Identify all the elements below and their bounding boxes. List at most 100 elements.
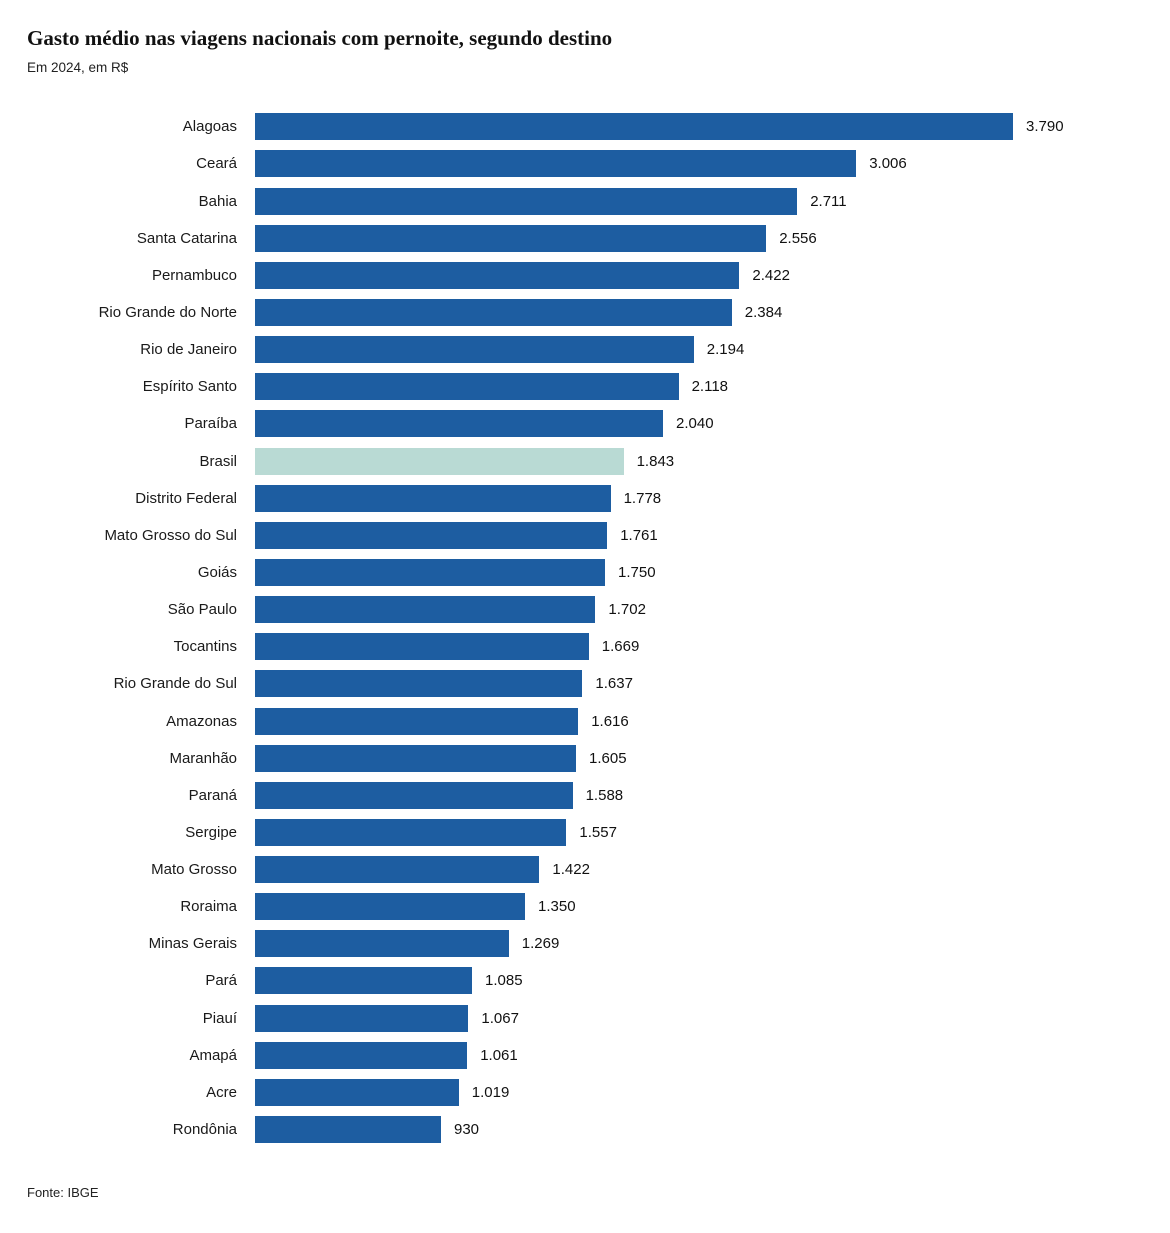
bar-value: 1.616: [591, 712, 629, 730]
bar-value: 1.422: [552, 861, 590, 879]
bar-track: 1.616: [255, 707, 629, 735]
chart-row: Espírito Santo 2.118: [0, 368, 1170, 405]
chart-row: Rondônia 930: [0, 1111, 1170, 1148]
bar-track: 1.422: [255, 856, 590, 884]
bar-track: 1.019: [255, 1078, 510, 1106]
bar-value: 930: [454, 1121, 480, 1139]
chart-row: Rio de Janeiro 2.194: [0, 331, 1170, 368]
bar: [255, 744, 576, 772]
chart-header: Gasto médio nas viagens nacionais com pe…: [0, 0, 1170, 75]
bar-value: 1.702: [608, 601, 646, 619]
bar-track: 1.085: [255, 967, 523, 995]
bar: [255, 633, 589, 661]
bar-label: Alagoas: [182, 118, 237, 136]
bar-value: 1.637: [595, 675, 633, 693]
chart-row: Ceará 3.006: [0, 145, 1170, 182]
bar: [255, 410, 663, 438]
bar-highlight: [255, 447, 624, 475]
bar-value: 1.605: [589, 749, 627, 767]
chart-title: Gasto médio nas viagens nacionais com pe…: [27, 26, 613, 50]
bar-value: 2.194: [706, 341, 745, 359]
bar-value: 1.269: [521, 935, 560, 953]
bar-label: Ceará: [196, 155, 237, 173]
bar: [255, 224, 767, 252]
bar-label: Piauí: [202, 1009, 237, 1027]
bar-label: Paraná: [188, 786, 237, 804]
bar: [255, 893, 525, 921]
bar-track: 2.422: [255, 261, 790, 289]
bar-value: 1.588: [585, 786, 624, 804]
chart-row: Tocantins 1.669: [0, 628, 1170, 665]
bar: [255, 1078, 459, 1106]
bar: [255, 930, 509, 958]
bar-track: 2.118: [255, 373, 728, 401]
bar-track: 1.669: [255, 633, 639, 661]
bar-label: Roraima: [180, 898, 237, 916]
bar-label: São Paulo: [167, 601, 237, 619]
bar-value: 1.019: [471, 1083, 510, 1101]
chart-row: Amapá 1.061: [0, 1037, 1170, 1074]
chart-row: Brasil 1.843: [0, 442, 1170, 479]
bar-track: 3.790: [255, 113, 1064, 141]
chart-row: Maranhão 1.605: [0, 740, 1170, 777]
source-note: Fonte: IBGE: [27, 1185, 99, 1200]
bar-track: 1.588: [255, 781, 624, 809]
bar-track: 2.711: [255, 187, 847, 215]
bar: [255, 113, 1013, 141]
chart-row: Sergipe 1.557: [0, 814, 1170, 851]
bar-value: 2.040: [676, 415, 714, 433]
bar-value: 1.843: [636, 452, 675, 470]
bar-label: Distrito Federal: [135, 489, 237, 507]
bar-label: Maranhão: [169, 749, 237, 767]
bar-track: 1.702: [255, 596, 646, 624]
bar-label: Pernambuco: [151, 266, 237, 284]
bar: [255, 781, 573, 809]
bar-value: 1.761: [620, 526, 658, 544]
bar: [255, 1041, 468, 1069]
bar: [255, 1116, 441, 1144]
bar-track: 930: [255, 1116, 480, 1144]
chart-row: Roraima 1.350: [0, 888, 1170, 925]
bar-label: Pará: [205, 972, 237, 990]
chart-row: Rio Grande do Sul 1.637: [0, 665, 1170, 702]
chart-row: Pará 1.085: [0, 962, 1170, 999]
bar-label: Rio Grande do Norte: [98, 303, 237, 321]
bar-value: 1.557: [579, 823, 617, 841]
bar-value: 1.778: [623, 489, 662, 507]
bar-label: Amazonas: [166, 712, 237, 730]
bar-value: 1.750: [618, 563, 656, 581]
bar-track: 2.556: [255, 224, 817, 252]
bar-track: 1.067: [255, 1004, 519, 1032]
bar-label: Tocantins: [173, 638, 237, 656]
bar-label: Santa Catarina: [136, 229, 237, 247]
bar: [255, 373, 679, 401]
bar: [255, 150, 857, 178]
bar-value: 2.384: [744, 303, 783, 321]
bar-track: 1.557: [255, 818, 617, 846]
bar-label: Minas Gerais: [148, 935, 237, 953]
bar-value: 3.790: [1026, 118, 1064, 136]
bar-chart: Alagoas 3.790 Ceará 3.006 Bahia 2.711 Santa Ca…: [0, 108, 1170, 1148]
bar: [255, 484, 611, 512]
bar: [255, 336, 694, 364]
bar-label: Espírito Santo: [142, 378, 237, 396]
bar-track: 2.384: [255, 298, 783, 326]
bar: [255, 521, 608, 549]
bar: [255, 261, 740, 289]
chart-row: Piauí 1.067: [0, 1000, 1170, 1037]
bar-label: Mato Grosso do Sul: [104, 526, 237, 544]
bar-label: Rondônia: [172, 1121, 237, 1139]
chart-row: Acre 1.019: [0, 1074, 1170, 1111]
chart-row: Amazonas 1.616: [0, 702, 1170, 739]
bar: [255, 818, 567, 846]
bar-track: 1.843: [255, 447, 675, 475]
bar-value: 1.061: [480, 1046, 518, 1064]
chart-row: Pernambuco 2.422: [0, 257, 1170, 294]
bar-label: Sergipe: [185, 823, 237, 841]
bar: [255, 1004, 469, 1032]
bar: [255, 298, 732, 326]
bar-value: 3.006: [869, 155, 907, 173]
bar-track: 1.605: [255, 744, 627, 772]
bar-label: Brasil: [199, 452, 237, 470]
bar-track: 1.637: [255, 670, 633, 698]
